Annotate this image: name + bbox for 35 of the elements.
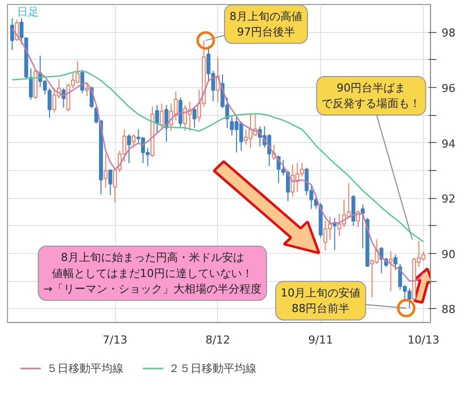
x-tick-label: 7/13	[102, 334, 128, 346]
annotation: 8月上旬に始まった円高・米ドル安は値幅としてはまだ10円に達していない！→「リーマン・ショック」大相場の半分程度	[43, 251, 262, 296]
y-tick-label: 90	[442, 248, 456, 261]
x-tick-label: 8/12	[205, 334, 230, 346]
candlestick	[127, 134, 131, 164]
candlestick	[286, 170, 290, 202]
y-tick-label: 92	[442, 192, 456, 206]
candlestick	[108, 168, 112, 196]
legend-label: ５日移動平均線	[46, 362, 124, 375]
y-tick-label: 96	[442, 82, 456, 95]
candlestick	[169, 102, 174, 132]
annotation: 10月上旬の安値88円台前半	[280, 286, 361, 315]
candlestick	[178, 96, 182, 128]
y-tick-label: 88	[442, 303, 456, 316]
candlestick	[155, 104, 160, 134]
candlestick	[183, 104, 188, 132]
y-tick-label: 98	[442, 26, 456, 40]
candlestick	[132, 134, 136, 148]
candlestick	[192, 106, 196, 128]
y-tick-label: 94	[442, 137, 456, 150]
annotation: 日足	[16, 6, 39, 19]
candlestick	[388, 250, 393, 292]
annotation: 90円台半ばまで反発する場面も！	[322, 81, 421, 110]
candlestick	[393, 254, 398, 270]
candlestick	[85, 83, 89, 97]
candlestick	[290, 164, 295, 198]
x-tick-label: 9/11	[308, 334, 334, 346]
legend-label: ２５日移動平均線	[168, 362, 257, 375]
x-tick-label: 10/13	[408, 334, 440, 346]
candlestick	[10, 18, 14, 51]
candlestick	[104, 153, 108, 188]
line-series	[12, 70, 424, 242]
annotation: 8月上旬の高値97円台後半	[229, 10, 302, 38]
candlestick	[356, 210, 360, 228]
candlestick	[398, 263, 402, 290]
